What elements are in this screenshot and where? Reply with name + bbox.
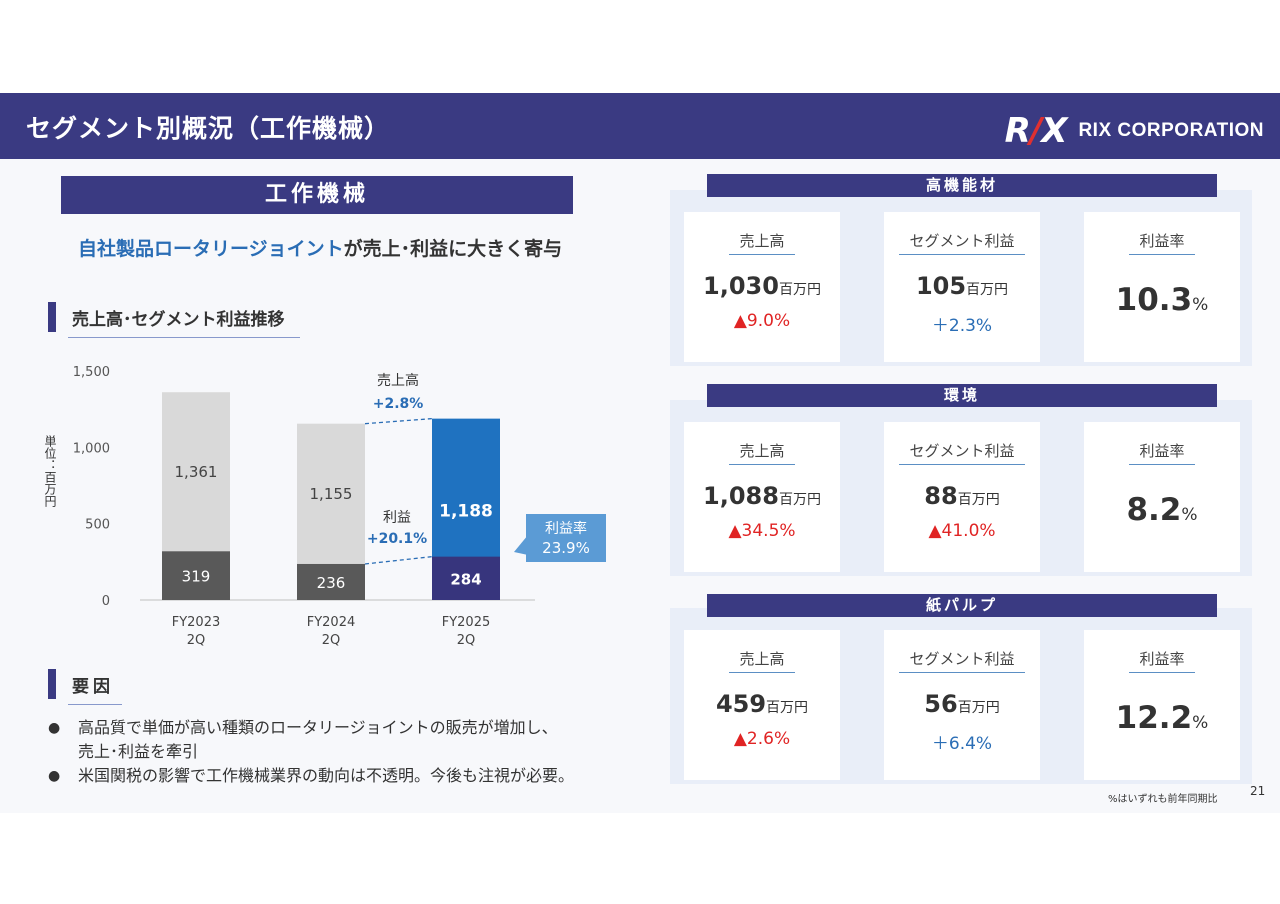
sales-data-label: 1,155 — [310, 485, 353, 503]
profit-card: セグメント利益 88百万円 ▲41.0% — [884, 422, 1040, 572]
metric-label: 売上高 — [729, 648, 795, 673]
profit-bar — [162, 551, 230, 600]
x-tick-label: FY2024 — [307, 615, 356, 630]
factors-section-title: 要因 — [48, 669, 122, 705]
profit-data-label: 284 — [450, 570, 481, 588]
logo-mark: R/X — [1004, 111, 1068, 151]
y-tick-label: 1,000 — [73, 441, 110, 456]
sales-value: 459百万円 — [715, 690, 809, 718]
metric-label: 売上高 — [729, 440, 795, 465]
factors-list: 高品質で単価が高い種類のロータリージョイントの販売が増加し、売上･利益を牽引 米… — [48, 716, 574, 788]
segment-banner: 工作機械 — [61, 176, 573, 214]
profit-value: 56百万円 — [924, 690, 1000, 718]
profit-card: セグメント利益 56百万円 ＋6.4% — [884, 630, 1040, 780]
margin-card: 利益率 12.2% — [1084, 630, 1240, 780]
sales-card: 売上高 1,088百万円 ▲34.5% — [684, 422, 840, 572]
metric-label: 利益率 — [1129, 440, 1195, 465]
y-tick-label: 1,500 — [73, 365, 110, 380]
profit-data-label: 319 — [182, 568, 211, 586]
margin-value: 12.2% — [1115, 700, 1209, 736]
metric-label: セグメント利益 — [899, 648, 1025, 673]
x-tick-label: 2Q — [187, 633, 206, 648]
margin-value: 10.3% — [1115, 282, 1209, 318]
factor-item: 高品質で単価が高い種類のロータリージョイントの販売が増加し、売上･利益を牽引 — [48, 716, 574, 764]
x-tick-label: FY2023 — [172, 615, 221, 630]
headline: 自社製品ロータリージョイントが売上･利益に大きく寄与 — [78, 238, 563, 260]
margin-callout-pointer — [514, 535, 528, 555]
sales-change: ▲34.5% — [728, 521, 796, 541]
metric-label: セグメント利益 — [899, 440, 1025, 465]
profit-change-connector — [364, 555, 433, 565]
page-title: セグメント別概況（工作機械） — [26, 114, 391, 143]
factor-item: 米国関税の影響で工作機械業界の動向は不透明。今後も注視が必要。 — [48, 764, 574, 788]
sales-value: 1,088百万円 — [703, 482, 821, 510]
sales-profit-chart: 0 500 1,000 1,500 単位：百万円 1,361 319 FY2023 2Q 1,15… — [43, 365, 606, 648]
sales-card: 売上高 1,030百万円 ▲9.0% — [684, 212, 840, 362]
profit-bar — [432, 556, 500, 600]
y-tick-label: 0 — [102, 594, 110, 609]
sales-data-label: 1,361 — [175, 463, 218, 481]
profit-change-label: 利益 — [383, 510, 411, 526]
sales-card: 売上高 459百万円 ▲2.6% — [684, 630, 840, 780]
profit-change: ＋6.4% — [931, 734, 993, 754]
profit-card: セグメント利益 105百万円 ＋2.3% — [884, 212, 1040, 362]
sales-change-label: 売上高 — [377, 372, 419, 389]
company-logo: R/X RIX CORPORATION — [1005, 111, 1264, 151]
margin-callout-box — [526, 514, 606, 562]
profit-data-label: 236 — [317, 574, 346, 592]
y-tick-label: 500 — [85, 518, 110, 533]
sales-value: 1,030百万円 — [703, 272, 821, 300]
profit-value: 105百万円 — [915, 272, 1009, 300]
profit-bar — [297, 563, 365, 600]
margin-card: 利益率 10.3% — [1084, 212, 1240, 362]
x-tick-label: 2Q — [457, 633, 476, 648]
margin-card: 利益率 8.2% — [1084, 422, 1240, 572]
profit-value: 88百万円 — [924, 482, 1000, 510]
metric-label: 利益率 — [1129, 230, 1195, 255]
profit-change: ＋2.3% — [931, 316, 993, 336]
sales-change-connector — [364, 417, 433, 425]
trend-section-title: 売上高･セグメント利益推移 — [48, 302, 300, 338]
x-tick-label: 2Q — [322, 633, 341, 648]
logo-text: RIX CORPORATION — [1078, 120, 1264, 141]
margin-callout-value: 23.9% — [542, 539, 590, 557]
segment-name: 紙パルプ — [707, 594, 1217, 617]
sales-data-label: 1,188 — [439, 502, 493, 522]
margin-callout-label: 利益率 — [545, 520, 587, 537]
header-bar: セグメント別概況（工作機械） R/X RIX CORPORATION — [0, 93, 1280, 159]
metric-label: 売上高 — [729, 230, 795, 255]
y-axis-label: 単位：百万円 — [43, 435, 57, 507]
profit-change: ▲41.0% — [928, 521, 996, 541]
sales-change: ▲2.6% — [733, 729, 791, 749]
footnote: %はいずれも前年同期比 — [1108, 794, 1218, 805]
segment-name: 高機能材 — [707, 174, 1217, 197]
metric-label: セグメント利益 — [899, 230, 1025, 255]
segment-name: 環境 — [707, 384, 1217, 407]
margin-value: 8.2% — [1126, 492, 1198, 528]
metric-label: 利益率 — [1129, 648, 1195, 673]
sales-change-value: +2.8% — [373, 396, 424, 412]
profit-change-value: +20.1% — [367, 531, 427, 547]
x-tick-label: FY2025 — [442, 615, 491, 630]
sales-change: ▲9.0% — [733, 311, 791, 331]
page-number: 21 — [1250, 784, 1266, 798]
